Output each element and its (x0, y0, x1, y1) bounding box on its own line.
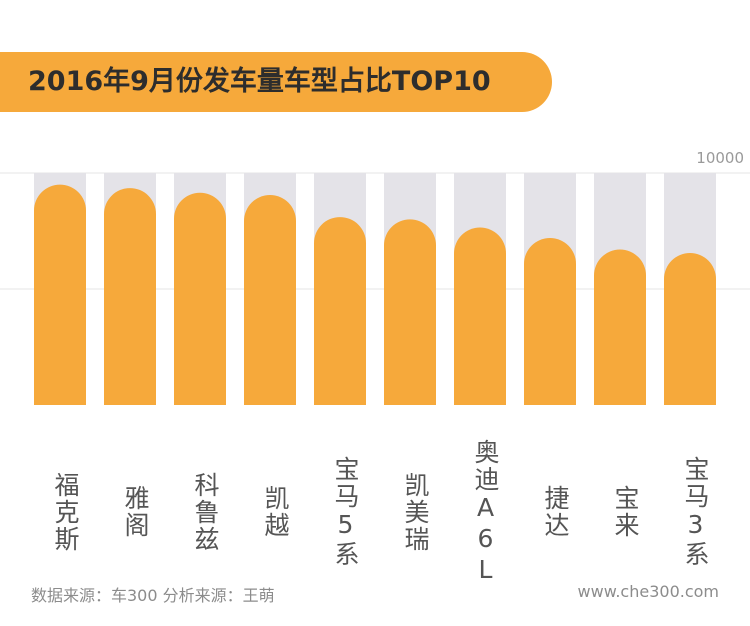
bar (244, 195, 296, 405)
title-banner: 2016年9月份发车量车型占比TOP10 (0, 52, 552, 112)
y-max-tick-label: 10000 (696, 149, 744, 167)
website-text: www.che300.com (577, 582, 719, 601)
data-source-text: 数据来源：车300 分析来源：王萌 (31, 586, 275, 605)
bar (34, 184, 86, 405)
category-label: 奥迪A6L (471, 438, 500, 586)
category-label: 福克斯 (51, 471, 80, 553)
category-label: 宝马5系 (331, 456, 360, 568)
bar (104, 188, 156, 405)
bar (384, 219, 436, 405)
category-label: 科鲁兹 (191, 471, 220, 553)
category-label: 雅阁 (121, 485, 150, 539)
category-label: 宝来 (611, 485, 640, 539)
bar-chart (0, 172, 750, 405)
bar (664, 253, 716, 405)
category-label: 宝马3系 (681, 456, 710, 568)
category-label: 捷达 (541, 485, 570, 539)
bar (174, 192, 227, 405)
bar (594, 249, 646, 405)
chart-title: 2016年9月份发车量车型占比TOP10 (28, 66, 491, 97)
category-label: 凯越 (261, 485, 290, 539)
bar (314, 217, 366, 405)
category-label: 凯美瑞 (401, 471, 430, 553)
bar (454, 227, 506, 405)
bar (524, 237, 576, 405)
